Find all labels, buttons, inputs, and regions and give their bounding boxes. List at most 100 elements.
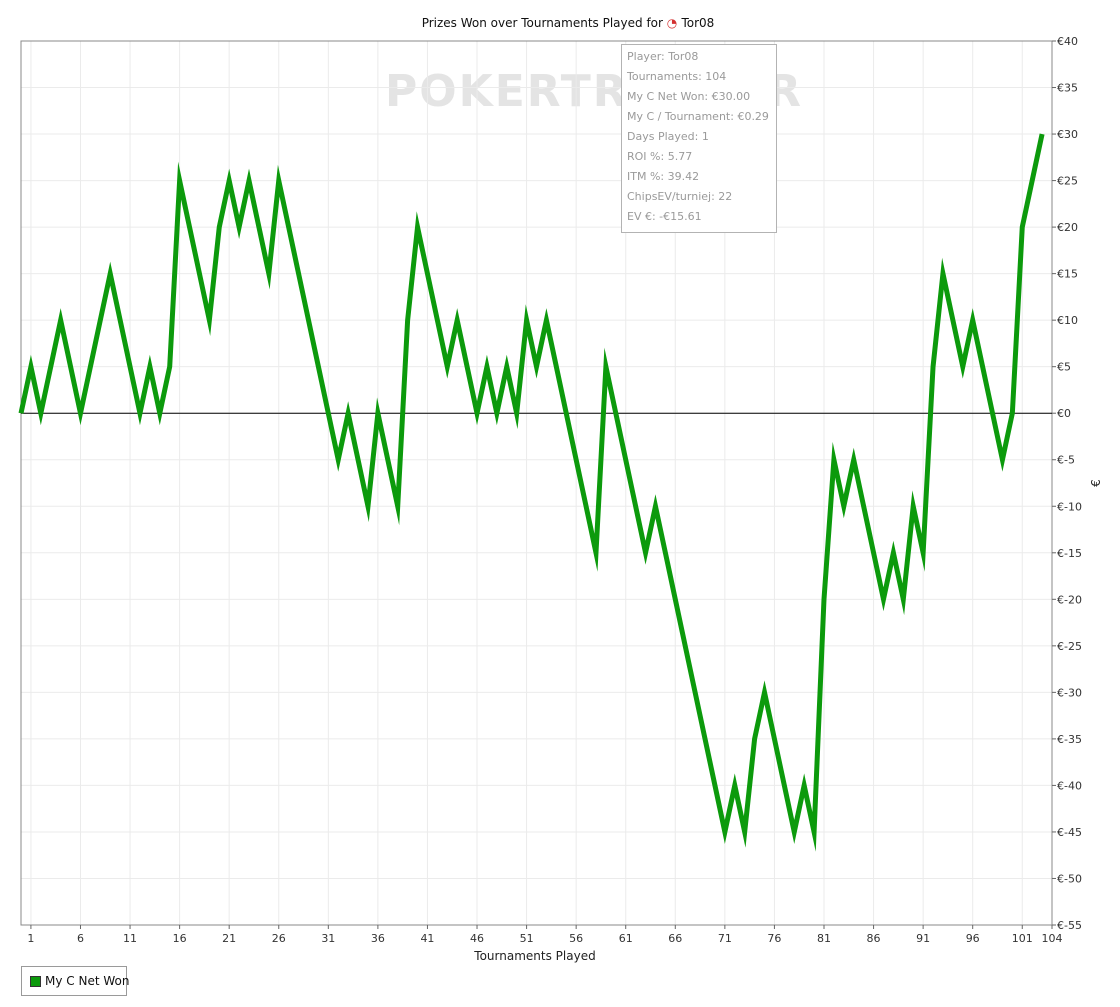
data-point[interactable] — [19, 411, 24, 416]
data-point[interactable] — [48, 364, 53, 369]
data-point[interactable] — [455, 318, 460, 323]
data-point[interactable] — [603, 364, 608, 369]
data-point[interactable] — [147, 364, 152, 369]
data-point[interactable] — [693, 690, 698, 695]
data-point[interactable] — [990, 411, 995, 416]
data-point[interactable] — [703, 736, 708, 741]
data-point[interactable] — [326, 411, 331, 416]
data-point[interactable] — [237, 225, 242, 230]
data-point[interactable] — [564, 411, 569, 416]
data-point[interactable] — [643, 550, 648, 555]
data-point[interactable] — [712, 783, 717, 788]
data-point[interactable] — [157, 411, 162, 416]
data-point[interactable] — [911, 504, 916, 509]
data-point[interactable] — [68, 364, 73, 369]
data-point[interactable] — [921, 550, 926, 555]
data-point[interactable] — [425, 271, 430, 276]
data-point[interactable] — [58, 318, 63, 323]
data-point[interactable] — [613, 411, 618, 416]
data-point[interactable] — [633, 504, 638, 509]
data-point[interactable] — [465, 364, 470, 369]
data-point[interactable] — [137, 411, 142, 416]
data-point[interactable] — [732, 783, 737, 788]
data-point[interactable] — [574, 457, 579, 462]
data-point[interactable] — [78, 411, 83, 416]
data-point[interactable] — [623, 457, 628, 462]
data-point[interactable] — [445, 364, 450, 369]
data-point[interactable] — [871, 550, 876, 555]
data-point[interactable] — [980, 364, 985, 369]
data-point[interactable] — [247, 178, 252, 183]
data-point[interactable] — [950, 318, 955, 323]
data-point[interactable] — [266, 271, 271, 276]
data-point[interactable] — [365, 504, 370, 509]
data-point[interactable] — [762, 690, 767, 695]
data-point[interactable] — [38, 411, 43, 416]
data-point[interactable] — [673, 597, 678, 602]
data-point[interactable] — [98, 318, 103, 323]
data-point[interactable] — [177, 178, 182, 183]
data-point[interactable] — [514, 411, 519, 416]
data-point[interactable] — [544, 318, 549, 323]
data-point[interactable] — [118, 318, 123, 323]
data-point[interactable] — [356, 457, 361, 462]
legend[interactable]: My C Net Won — [21, 966, 129, 996]
data-point[interactable] — [841, 504, 846, 509]
data-point[interactable] — [931, 364, 936, 369]
data-point[interactable] — [722, 829, 727, 834]
data-point[interactable] — [663, 550, 668, 555]
data-point[interactable] — [584, 504, 589, 509]
data-point[interactable] — [108, 271, 113, 276]
data-point[interactable] — [316, 364, 321, 369]
data-point[interactable] — [891, 550, 896, 555]
data-point[interactable] — [28, 364, 33, 369]
data-point[interactable] — [970, 318, 975, 323]
data-point[interactable] — [653, 504, 658, 509]
data-point[interactable] — [851, 457, 856, 462]
data-point[interactable] — [217, 225, 222, 230]
data-point[interactable] — [1000, 457, 1005, 462]
data-point[interactable] — [88, 364, 93, 369]
data-point[interactable] — [752, 736, 757, 741]
data-point[interactable] — [1040, 132, 1045, 137]
data-point[interactable] — [276, 178, 281, 183]
data-point[interactable] — [554, 364, 559, 369]
data-point[interactable] — [683, 643, 688, 648]
data-point[interactable] — [405, 318, 410, 323]
data-point[interactable] — [494, 411, 499, 416]
data-point[interactable] — [435, 318, 440, 323]
data-point[interactable] — [772, 736, 777, 741]
data-point[interactable] — [792, 829, 797, 834]
data-point[interactable] — [504, 364, 509, 369]
data-point[interactable] — [415, 225, 420, 230]
data-point[interactable] — [197, 271, 202, 276]
data-point[interactable] — [306, 318, 311, 323]
data-point[interactable] — [475, 411, 480, 416]
data-point[interactable] — [336, 457, 341, 462]
data-point[interactable] — [881, 597, 886, 602]
data-point[interactable] — [1010, 411, 1015, 416]
data-point[interactable] — [375, 411, 380, 416]
data-point[interactable] — [346, 411, 351, 416]
data-point[interactable] — [128, 364, 133, 369]
data-point[interactable] — [861, 504, 866, 509]
data-point[interactable] — [812, 829, 817, 834]
data-point[interactable] — [782, 783, 787, 788]
data-point[interactable] — [187, 225, 192, 230]
data-point[interactable] — [385, 457, 390, 462]
data-point[interactable] — [296, 271, 301, 276]
data-point[interactable] — [484, 364, 489, 369]
data-point[interactable] — [207, 318, 212, 323]
data-point[interactable] — [227, 178, 232, 183]
data-point[interactable] — [901, 597, 906, 602]
data-point[interactable] — [821, 597, 826, 602]
data-point[interactable] — [286, 225, 291, 230]
data-point[interactable] — [1030, 178, 1035, 183]
data-point[interactable] — [831, 457, 836, 462]
data-point[interactable] — [256, 225, 261, 230]
data-point[interactable] — [1020, 225, 1025, 230]
data-point[interactable] — [802, 783, 807, 788]
data-point[interactable] — [940, 271, 945, 276]
data-point[interactable] — [167, 364, 172, 369]
data-point[interactable] — [742, 829, 747, 834]
